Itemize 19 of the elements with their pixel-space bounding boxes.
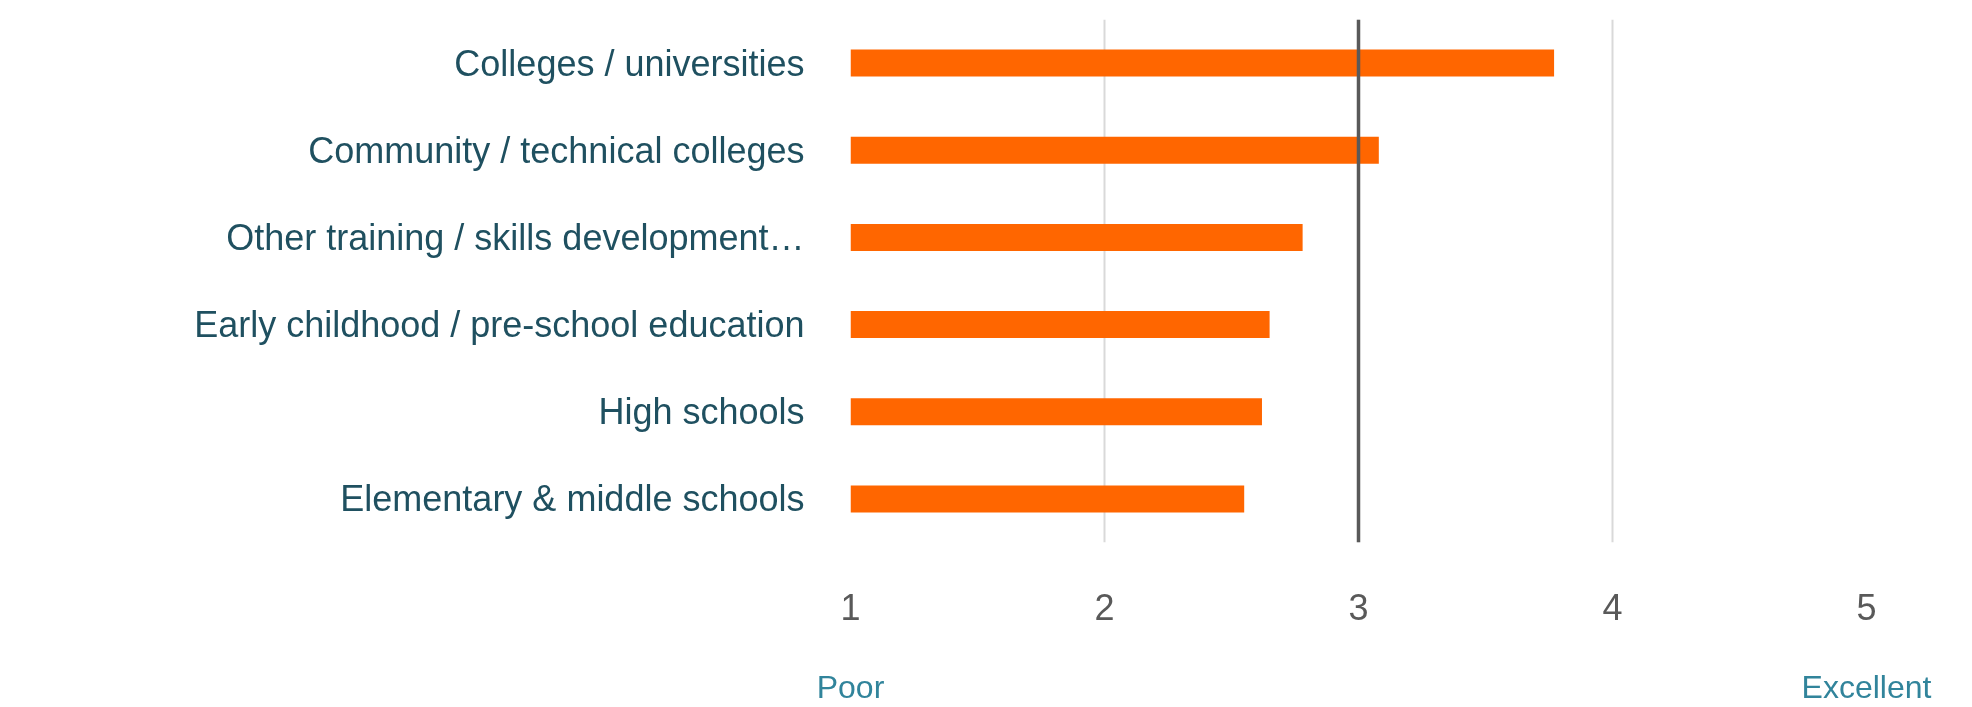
x-tick-label: 3 bbox=[1348, 586, 1369, 628]
bar bbox=[850, 136, 1379, 164]
bar bbox=[850, 311, 1270, 339]
y-tick-label: High schools bbox=[598, 391, 805, 433]
x-tick-label: 2 bbox=[1094, 586, 1115, 628]
x-tick-label: 1 bbox=[840, 586, 861, 628]
y-tick-label: Elementary & middle schools bbox=[340, 478, 805, 520]
bar bbox=[850, 485, 1245, 513]
y-tick-label: Other training / skills development… bbox=[226, 216, 805, 258]
y-tick-label: Colleges / universities bbox=[454, 42, 805, 84]
text: Excellent bbox=[1801, 668, 1932, 705]
y-tick-label: Early childhood / pre-school education bbox=[194, 304, 805, 346]
x-tick-label: 5 bbox=[1856, 586, 1877, 628]
text: Poor bbox=[816, 668, 885, 705]
bar bbox=[850, 49, 1555, 77]
bar bbox=[850, 398, 1262, 426]
bar bbox=[850, 223, 1303, 251]
y-tick-label: Community / technical colleges bbox=[308, 129, 805, 171]
x-tick-label: 4 bbox=[1602, 586, 1623, 628]
